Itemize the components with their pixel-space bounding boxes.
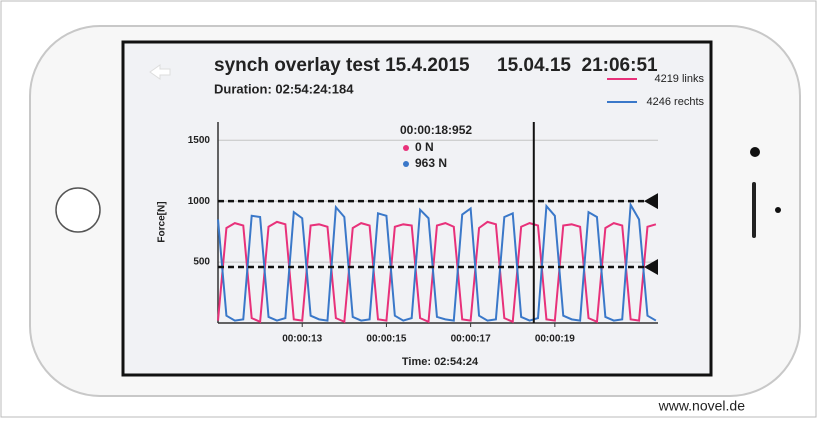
footer: www.novel.de: [658, 398, 746, 414]
x-tick-label: 00:00:13: [282, 334, 322, 345]
speaker: [752, 182, 756, 238]
y-axis-label: Force[N]: [157, 201, 168, 242]
cursor-readout: 0 N: [415, 140, 434, 154]
legend-label: 4219 links: [654, 73, 704, 85]
chart: synch overlay test 15.4.2015 15.04.15 21…: [0, 0, 817, 418]
readout-dot: [403, 161, 409, 167]
sensor: [775, 207, 781, 213]
cursor-label: 00:00:18:952: [400, 123, 472, 137]
x-tick-label: 00:00:17: [451, 334, 491, 345]
cursor-readout: 963 N: [415, 156, 447, 170]
y-tick-label: 1500: [188, 135, 211, 146]
x-tick-label: 00:00:15: [366, 334, 406, 345]
camera: [750, 147, 760, 157]
home-button: [56, 188, 100, 232]
subtitle: Duration: 02:54:24:184: [214, 81, 354, 96]
y-tick-label: 500: [193, 257, 210, 268]
readout-dot: [403, 145, 409, 151]
legend-label: 4246 rechts: [647, 96, 705, 108]
y-tick-label: 1000: [188, 196, 211, 207]
chart-title: synch overlay test 15.4.2015: [214, 55, 470, 76]
page: {"chart_data": {"type": "line", "title":…: [0, 0, 817, 418]
timestamp: 15.04.15 21:06:51: [497, 55, 658, 76]
x-axis-label: Time: 02:54:24: [402, 356, 479, 368]
x-tick-label: 00:00:19: [535, 334, 575, 345]
screen: [123, 42, 711, 375]
